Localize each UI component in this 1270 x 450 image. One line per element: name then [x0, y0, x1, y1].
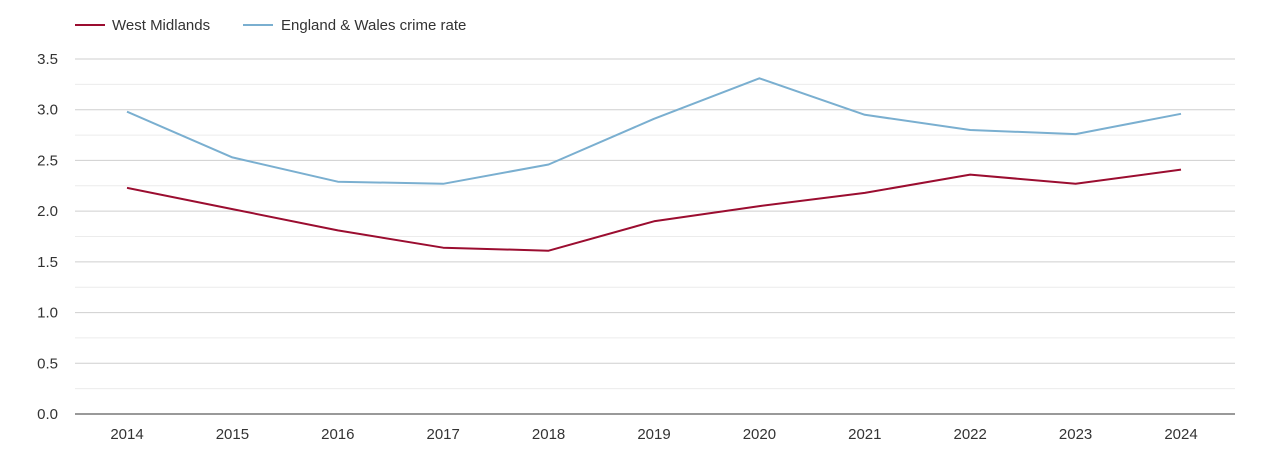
- legend: West Midlands England & Wales crime rate: [75, 17, 466, 34]
- x-tick-label: 2016: [321, 426, 354, 443]
- y-tick-label: 3.5: [37, 51, 58, 68]
- x-tick-label: 2020: [743, 426, 776, 443]
- x-tick-label: 2018: [532, 426, 565, 443]
- y-axis-tick-labels: 0.0 0.5 1.0 1.5 2.0 2.5 3.0 3.5: [37, 51, 58, 423]
- x-tick-label: 2022: [954, 426, 987, 443]
- legend-label-west-midlands: West Midlands: [112, 17, 210, 34]
- x-axis-tick-labels: 2014 2015 2016 2017 2018 2019 2020 2021 2022 2023…: [110, 426, 1197, 443]
- series-line-england-wales: [126, 77, 1182, 185]
- x-tick-label: 2021: [848, 426, 881, 443]
- x-tick-label: 2014: [110, 426, 143, 443]
- x-tick-label: 2017: [427, 426, 460, 443]
- legend-item-england-wales[interactable]: England & Wales crime rate: [243, 17, 466, 34]
- y-tick-label: 1.5: [37, 254, 58, 271]
- series-line-west-midlands: [126, 168, 1182, 252]
- y-tick-label: 2.0: [37, 203, 58, 220]
- y-tick-label: 3.0: [37, 102, 58, 119]
- series-lines: [126, 77, 1182, 252]
- y-tick-label: 0.0: [37, 406, 58, 423]
- y-tick-label: 2.5: [37, 152, 58, 169]
- legend-item-west-midlands[interactable]: West Midlands: [75, 17, 210, 34]
- x-tick-label: 2015: [216, 426, 249, 443]
- x-tick-label: 2023: [1059, 426, 1092, 443]
- y-tick-label: 1.0: [37, 305, 58, 322]
- x-tick-label: 2019: [637, 426, 670, 443]
- y-tick-label: 0.5: [37, 355, 58, 372]
- legend-label-england-wales: England & Wales crime rate: [281, 17, 466, 34]
- x-tick-label: 2024: [1164, 426, 1197, 443]
- gridlines: [75, 58, 1235, 390]
